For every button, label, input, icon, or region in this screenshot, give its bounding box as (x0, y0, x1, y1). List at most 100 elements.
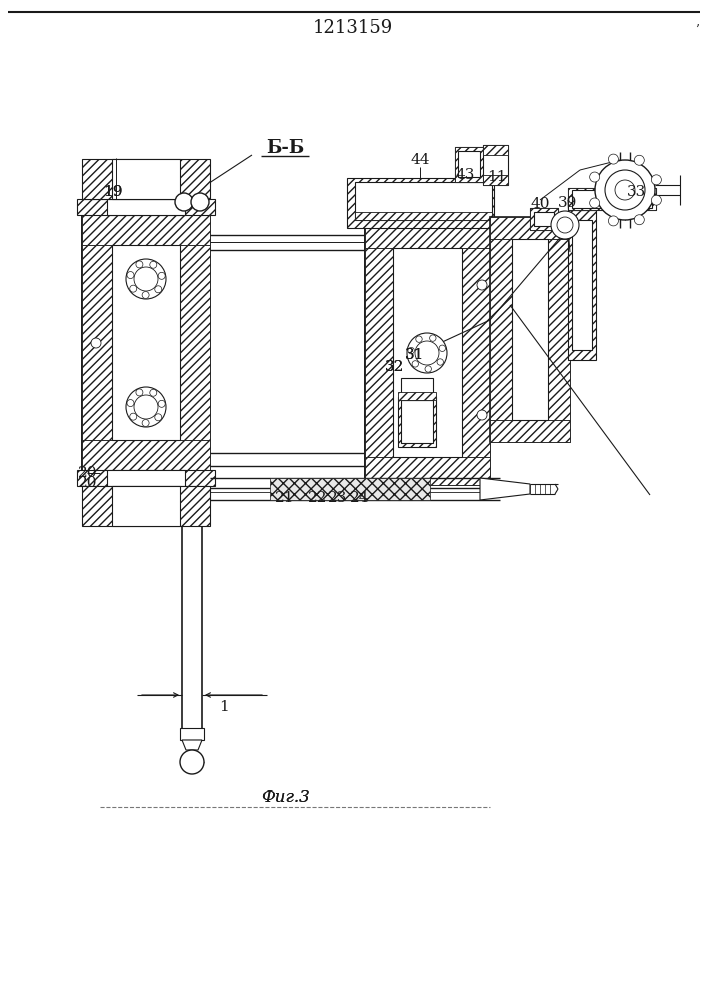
Text: 40: 40 (530, 197, 550, 211)
Circle shape (91, 338, 101, 348)
Bar (347, 178, 494, 228)
Text: 44: 44 (410, 153, 430, 167)
Circle shape (150, 261, 157, 268)
Circle shape (609, 216, 619, 226)
Circle shape (136, 389, 143, 396)
Circle shape (134, 395, 158, 419)
Circle shape (430, 335, 436, 341)
Bar (107, 199, 185, 215)
Bar (568, 188, 656, 210)
Bar (82, 245, 112, 440)
Circle shape (412, 361, 419, 367)
Circle shape (605, 170, 645, 210)
Circle shape (437, 359, 443, 365)
Polygon shape (480, 478, 530, 500)
Bar (112, 245, 180, 440)
Bar (572, 220, 592, 350)
Bar (455, 147, 483, 182)
Circle shape (127, 272, 134, 279)
Bar (112, 159, 180, 199)
Circle shape (408, 347, 414, 354)
Bar (530, 208, 558, 230)
Text: 31: 31 (405, 348, 425, 362)
Circle shape (155, 286, 162, 293)
Circle shape (155, 414, 162, 421)
Text: ’: ’ (695, 23, 699, 36)
Bar (401, 400, 433, 443)
Bar (182, 210, 202, 730)
Bar (483, 145, 508, 155)
Bar (77, 470, 215, 486)
Text: Фиг.3: Фиг.3 (261, 790, 310, 806)
Circle shape (134, 267, 158, 291)
Bar (568, 188, 656, 210)
Text: 19: 19 (103, 185, 123, 199)
Text: Б-Б: Б-Б (266, 139, 304, 157)
Bar (82, 215, 210, 470)
Bar (180, 245, 210, 440)
Bar (572, 190, 652, 208)
Bar (77, 199, 215, 215)
Circle shape (127, 400, 134, 407)
Circle shape (615, 180, 635, 200)
Bar (490, 217, 570, 442)
Polygon shape (182, 740, 202, 750)
Bar (82, 215, 210, 245)
Bar (365, 220, 490, 248)
Bar (490, 420, 570, 442)
Bar (462, 248, 490, 457)
Circle shape (416, 336, 422, 342)
Bar (365, 248, 393, 457)
Circle shape (191, 193, 209, 211)
Bar (365, 457, 490, 485)
Circle shape (595, 160, 655, 220)
Text: 22: 22 (308, 491, 328, 505)
Circle shape (126, 259, 166, 299)
Circle shape (609, 154, 619, 164)
Circle shape (175, 193, 193, 211)
Bar (398, 392, 436, 400)
Bar (455, 147, 483, 182)
Text: 23: 23 (328, 491, 348, 505)
Bar (82, 159, 210, 199)
Bar (180, 728, 204, 740)
Text: 24: 24 (350, 491, 370, 505)
Text: 33: 33 (627, 185, 647, 199)
Bar (112, 486, 180, 526)
Text: 32: 32 (385, 360, 404, 374)
Text: 39: 39 (559, 196, 578, 210)
Circle shape (150, 389, 157, 396)
Text: 1: 1 (219, 700, 229, 714)
Circle shape (180, 750, 204, 774)
Circle shape (439, 345, 445, 351)
Circle shape (158, 400, 165, 407)
Circle shape (634, 155, 644, 165)
Bar (534, 212, 554, 226)
Bar (401, 378, 433, 400)
Circle shape (407, 333, 447, 373)
Bar (365, 220, 490, 485)
Text: 11: 11 (487, 170, 507, 184)
Text: 1213159: 1213159 (313, 19, 393, 37)
Circle shape (126, 387, 166, 427)
Circle shape (634, 215, 644, 225)
Circle shape (477, 410, 487, 420)
Bar (270, 478, 430, 500)
Circle shape (590, 172, 600, 182)
Bar (398, 397, 436, 447)
Bar (355, 182, 492, 220)
Text: 19: 19 (103, 185, 123, 199)
Bar (490, 217, 570, 239)
Bar (393, 248, 462, 457)
Circle shape (158, 272, 165, 279)
Circle shape (136, 261, 143, 268)
Text: 21: 21 (275, 491, 295, 505)
Circle shape (590, 198, 600, 208)
Circle shape (551, 211, 579, 239)
Bar (490, 239, 512, 420)
Circle shape (415, 341, 439, 365)
Circle shape (651, 175, 661, 185)
Circle shape (130, 413, 136, 420)
Bar (82, 486, 210, 526)
Text: Фиг.3: Фиг.3 (261, 790, 310, 806)
